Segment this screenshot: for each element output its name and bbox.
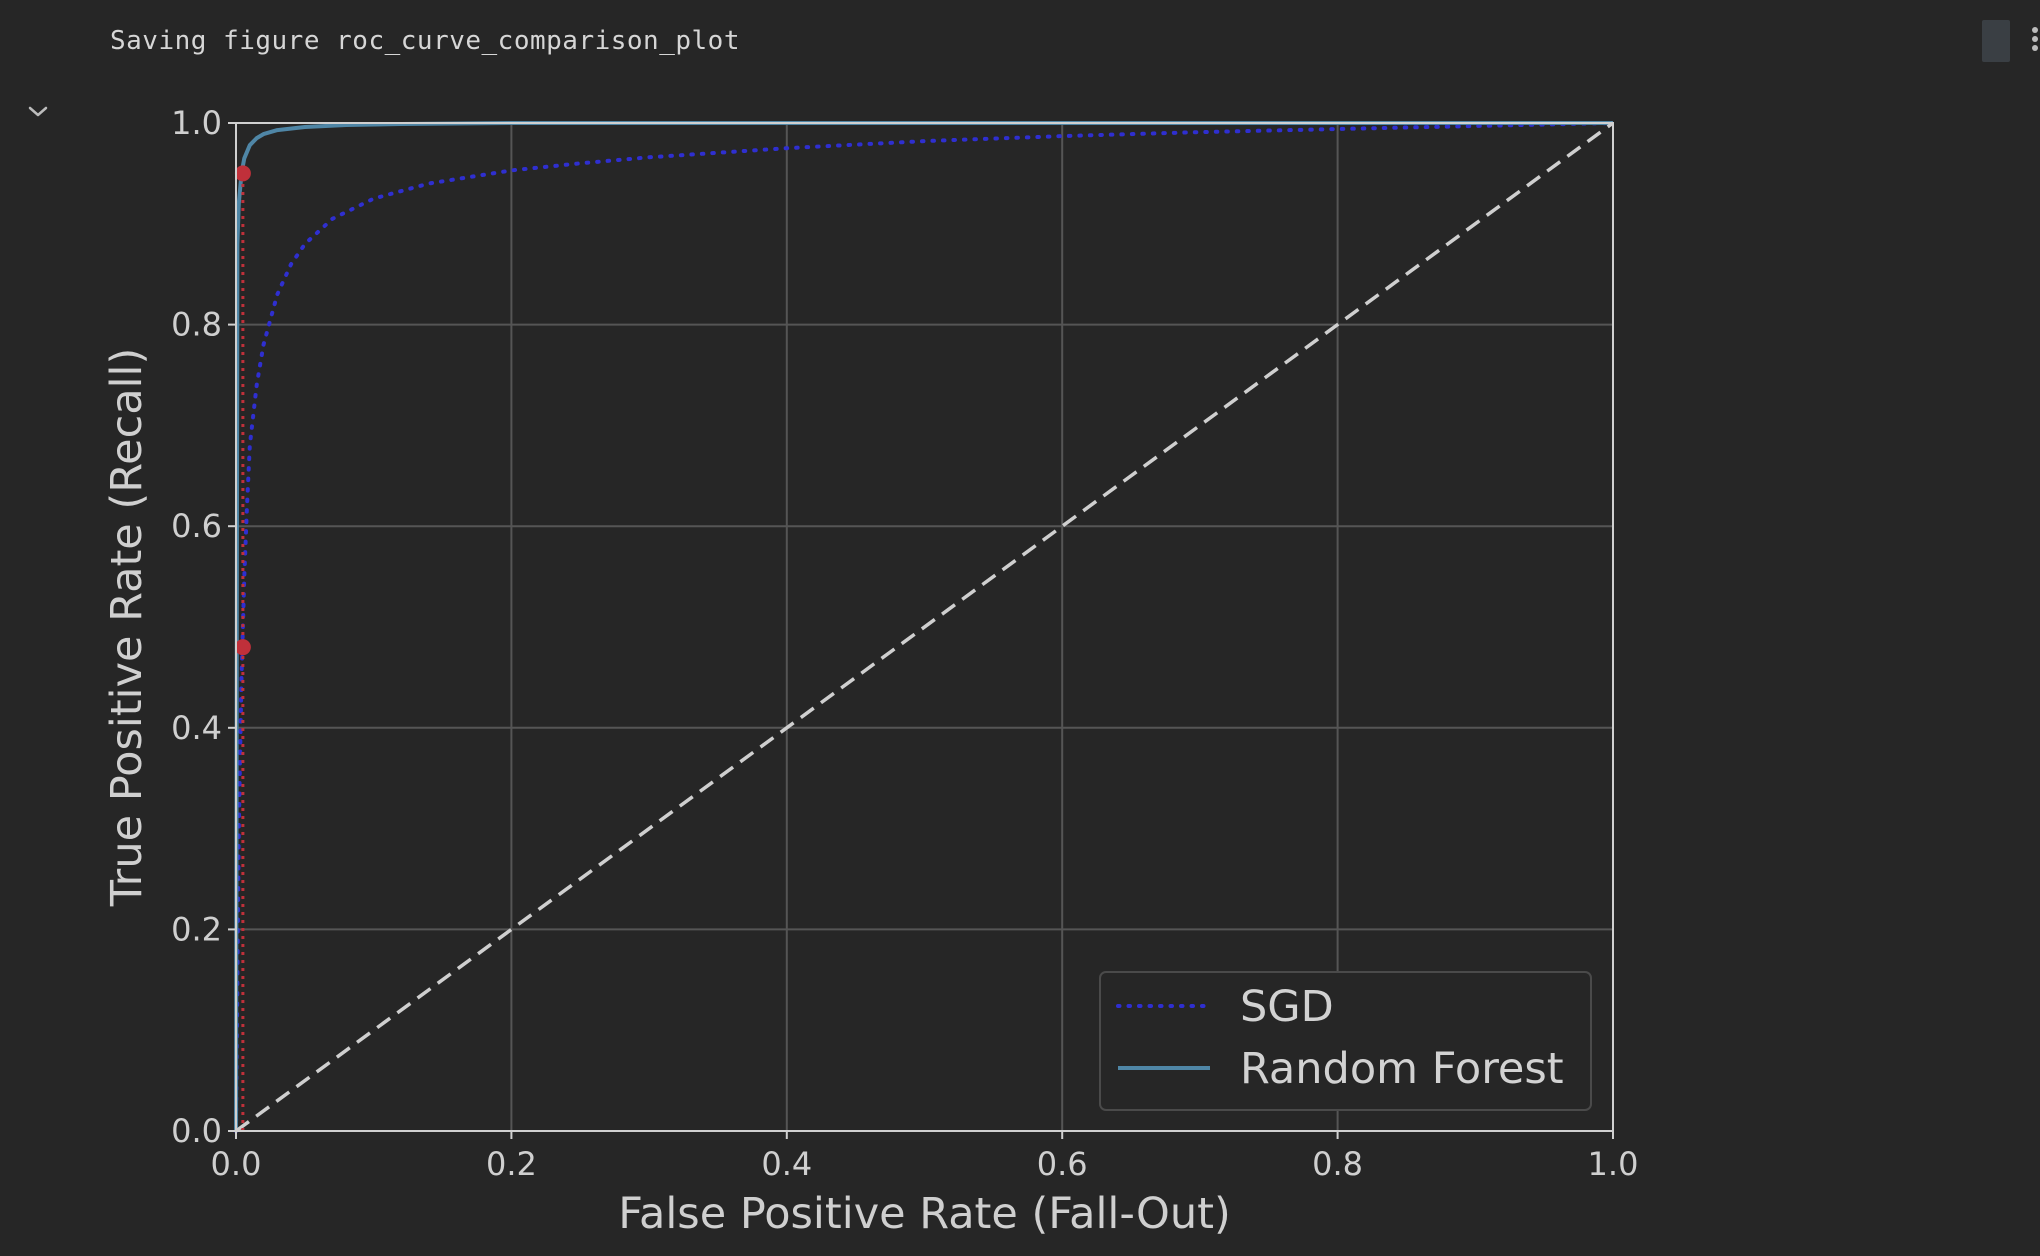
- scrollbar-thumb[interactable]: [1982, 20, 2010, 62]
- legend: SGD Random Forest: [1099, 971, 1592, 1111]
- axes-frame: [235, 122, 1614, 1132]
- x-tick-label: 0.0: [211, 1145, 262, 1183]
- x-tick-label: 0.2: [486, 1145, 537, 1183]
- y-tick-label: 0.0: [171, 1112, 222, 1150]
- vertical-ellipsis-icon[interactable]: [2030, 26, 2040, 56]
- threshold-layer: [234, 165, 251, 1131]
- output-message: Saving figure roc_curve_comparison_plot: [110, 26, 740, 56]
- threshold-point: [234, 165, 251, 182]
- x-tick-label: 0.4: [761, 1145, 812, 1183]
- y-axis-label: True Positive Rate (Recall): [102, 348, 152, 908]
- x-tick-label: 1.0: [1588, 1145, 1639, 1183]
- legend-label: SGD: [1240, 982, 1334, 1032]
- random-classifier-diagonal: [234, 121, 1615, 1133]
- y-tick-label: 1.0: [171, 104, 222, 142]
- tick-labels: 0.0 0.2 0.4 0.6 0.8 1.0 0.0 0.2 0.4 0.6 0.8 1.0: [171, 104, 1638, 1183]
- y-tick-label: 0.6: [171, 507, 222, 545]
- y-tick-label: 0.8: [171, 306, 222, 344]
- y-tick-label: 0.2: [171, 910, 222, 948]
- legend-label: Random Forest: [1240, 1044, 1564, 1094]
- threshold-point: [234, 639, 251, 656]
- x-axis-label: False Positive Rate (Fall-Out): [618, 1189, 1231, 1239]
- sgd-roc-curve: [234, 121, 1615, 1133]
- x-tick-label: 0.8: [1312, 1145, 1363, 1183]
- legend-box: [1099, 971, 1592, 1111]
- y-tick-label: 0.4: [171, 709, 222, 747]
- chevron-down-icon[interactable]: [24, 98, 52, 126]
- x-tick-label: 0.6: [1037, 1145, 1088, 1183]
